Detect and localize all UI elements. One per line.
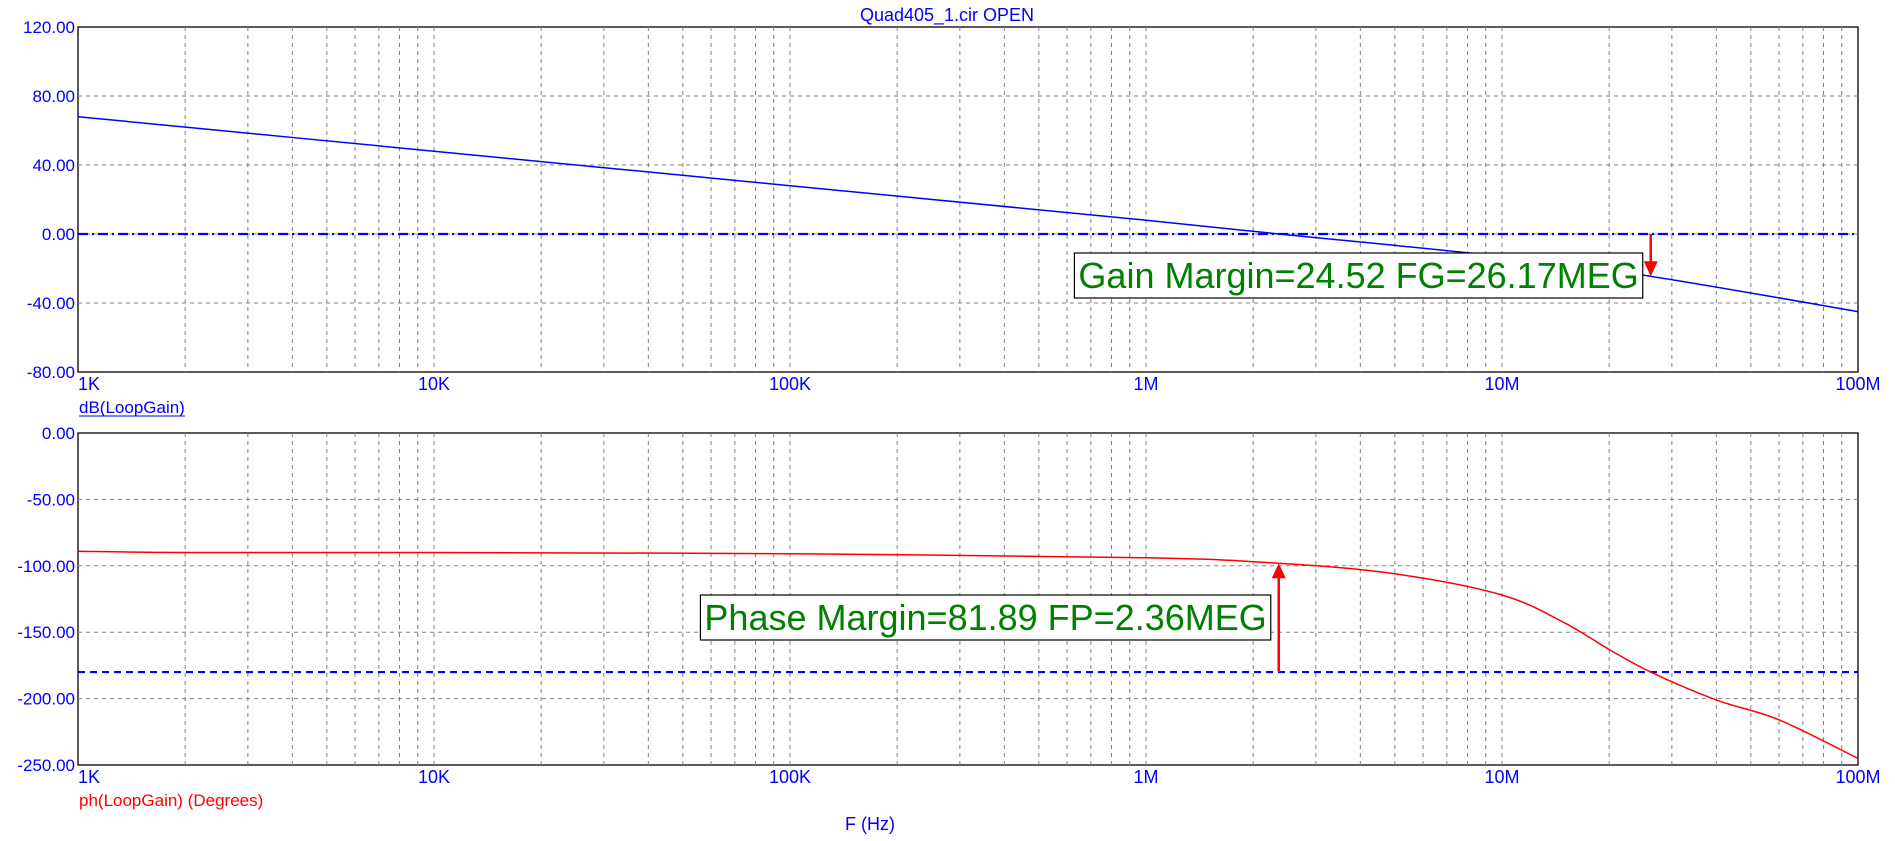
annotation-arrow-head — [1643, 261, 1658, 277]
y-tick-label: 40.00 — [32, 156, 75, 175]
y-tick-label: -250.00 — [17, 756, 75, 775]
x-tick-label: 100M — [1835, 374, 1880, 394]
y-tick-label: -200.00 — [17, 690, 75, 709]
y-tick-label: 120.00 — [23, 18, 75, 37]
trace-label: dB(LoopGain) — [79, 398, 185, 417]
x-tick-label: 10M — [1484, 767, 1519, 787]
y-tick-label: 80.00 — [32, 87, 75, 106]
x-tick-label: 1K — [78, 374, 100, 394]
x-tick-label: 100K — [769, 767, 811, 787]
series-line-phase — [77, 550, 1859, 760]
y-tick-label: 0.00 — [42, 225, 75, 244]
annotation-text: Phase Margin=81.89 FP=2.36MEG — [704, 597, 1266, 638]
y-tick-label: -150.00 — [17, 623, 75, 642]
y-tick-label: -40.00 — [27, 294, 75, 313]
annotation-text: Gain Margin=24.52 FG=26.17MEG — [1078, 255, 1638, 296]
y-tick-label: -50.00 — [27, 490, 75, 509]
trace-label: ph(LoopGain) (Degrees) — [79, 791, 263, 810]
y-tick-label: -100.00 — [17, 557, 75, 576]
x-tick-label: 10K — [418, 374, 450, 394]
x-tick-label: 1M — [1133, 767, 1158, 787]
y-tick-label: -80.00 — [27, 363, 75, 382]
annotation-callout: Gain Margin=24.52 FG=26.17MEG — [1073, 252, 1644, 299]
x-tick-label: 10M — [1484, 374, 1519, 394]
annotation-arrow-head — [1271, 563, 1286, 579]
annotation-box — [1073, 252, 1644, 299]
x-tick-label: 100M — [1835, 767, 1880, 787]
plot-frame-1 — [77, 26, 1859, 373]
annotation-box — [699, 594, 1272, 641]
x-tick-label: 1M — [1133, 374, 1158, 394]
x-tick-label: 100K — [769, 374, 811, 394]
annotation-callout: Phase Margin=81.89 FP=2.36MEG — [699, 594, 1272, 641]
x-tick-label: 10K — [418, 767, 450, 787]
y-tick-label: 0.00 — [42, 424, 75, 443]
chart-title: Quad405_1.cir OPEN — [860, 5, 1034, 26]
x-axis-label: F (Hz) — [845, 814, 895, 834]
x-tick-label: 1K — [78, 767, 100, 787]
plot-frame-2 — [77, 432, 1859, 766]
